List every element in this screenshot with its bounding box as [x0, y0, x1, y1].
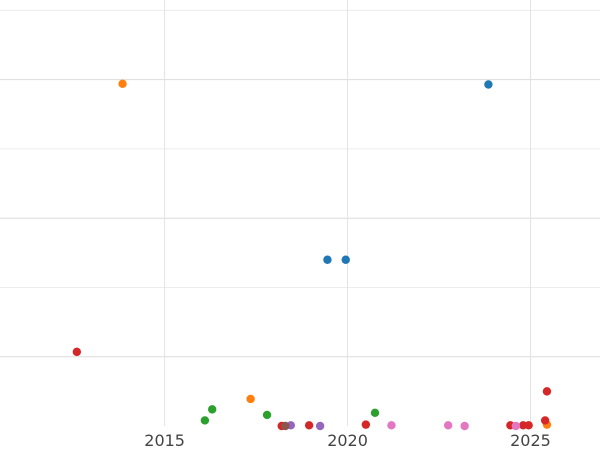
- data-point[interactable]: [200, 416, 210, 425]
- data-point[interactable]: [281, 421, 290, 431]
- data-point[interactable]: [443, 421, 453, 430]
- data-point[interactable]: [460, 421, 469, 431]
- data-point[interactable]: [246, 394, 255, 404]
- data-point[interactable]: [540, 416, 550, 425]
- data-point[interactable]: [484, 80, 493, 89]
- data-point[interactable]: [370, 408, 380, 418]
- x-tick-label: 2025: [510, 431, 551, 450]
- data-point[interactable]: [315, 421, 325, 431]
- data-point[interactable]: [341, 255, 350, 264]
- data-point[interactable]: [511, 421, 521, 431]
- data-point[interactable]: [207, 405, 217, 414]
- data-point[interactable]: [262, 410, 272, 420]
- series-2: [200, 405, 380, 425]
- series-0: [323, 80, 493, 264]
- data-points: [72, 79, 552, 431]
- data-point[interactable]: [524, 421, 533, 430]
- data-point[interactable]: [361, 420, 371, 429]
- data-point[interactable]: [118, 79, 127, 89]
- data-point[interactable]: [542, 387, 552, 396]
- x-tick-label: 2015: [144, 431, 185, 450]
- data-point[interactable]: [72, 347, 82, 357]
- series-6: [387, 421, 521, 431]
- x-tick-label: 2020: [327, 431, 368, 450]
- data-point[interactable]: [323, 255, 332, 264]
- series-5: [281, 421, 290, 431]
- data-point[interactable]: [387, 421, 396, 430]
- grid: [0, 0, 600, 426]
- x-axis-ticks: 2015 2020 2025: [144, 431, 551, 450]
- data-point[interactable]: [304, 421, 314, 430]
